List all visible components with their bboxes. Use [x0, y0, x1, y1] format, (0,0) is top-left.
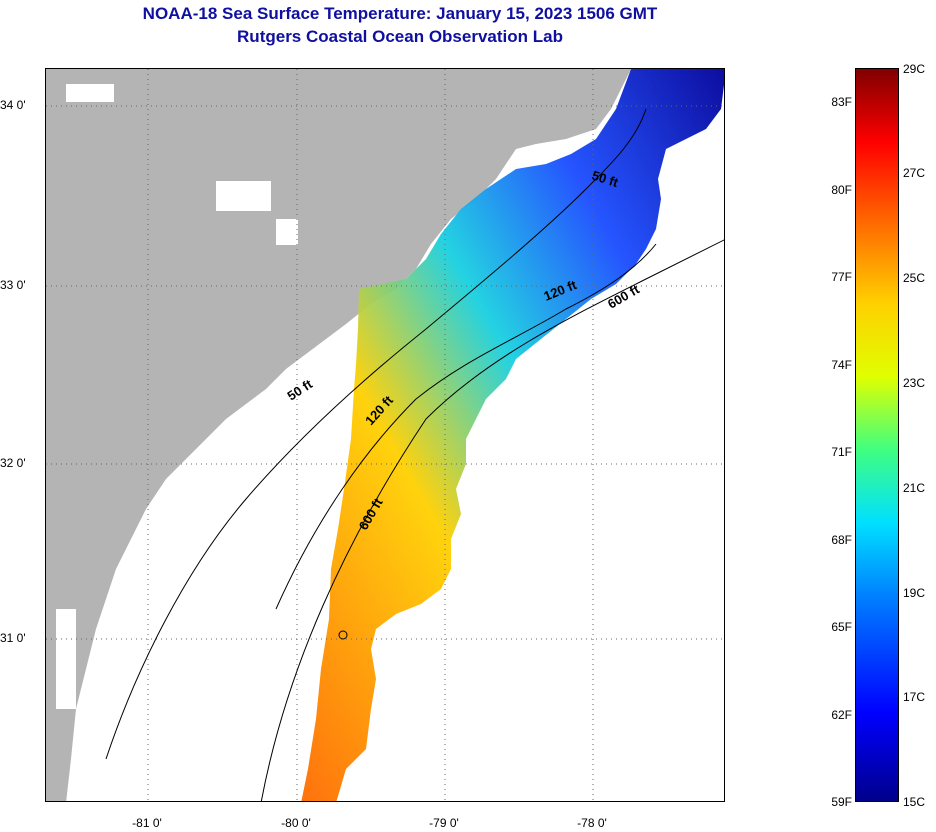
lon-label-79: -79 0': [429, 816, 459, 830]
cb-f-80: 80F: [831, 183, 852, 197]
cb-f-71: 71F: [831, 445, 852, 459]
cloud-patch: [66, 84, 114, 102]
map-subtitle: Rutgers Coastal Ocean Observation Lab: [237, 27, 563, 46]
land-area: [46, 69, 631, 801]
cb-f-74: 74F: [831, 358, 852, 372]
cloud-patch: [56, 609, 76, 709]
cb-c-25: 25C: [903, 271, 926, 285]
lat-label-31: 31 0': [0, 631, 26, 645]
contour-label: 50 ft: [284, 376, 315, 404]
colorbar-svg: [856, 69, 898, 801]
lat-label-33: 33 0': [0, 278, 26, 292]
isobath-600ft: [260, 239, 724, 801]
cb-f-68: 68F: [831, 533, 852, 547]
cb-f-59: 59F: [831, 795, 852, 809]
sst-map: 50 ft 120 ft 600 ft 50 ft 120 ft 600 ft: [45, 68, 725, 802]
isobaths: [105, 108, 724, 801]
cb-f-62: 62F: [831, 708, 852, 722]
lon-label-81: -81 0': [132, 816, 162, 830]
sst-swath: [301, 69, 724, 801]
map-title: NOAA-18 Sea Surface Temperature: January…: [142, 4, 658, 23]
cloud-patch: [276, 219, 298, 245]
cb-f-65: 65F: [831, 620, 852, 634]
cb-c-19: 19C: [903, 586, 926, 600]
isobath-120ft: [275, 243, 657, 610]
lon-label-78: -78 0': [577, 816, 607, 830]
graticule: [46, 69, 724, 801]
sst-map-svg: 50 ft 120 ft 600 ft 50 ft 120 ft 600 ft: [46, 69, 724, 801]
lat-label-32: 32 0': [0, 456, 26, 470]
cloud-patch: [216, 181, 271, 211]
station-marker: [338, 630, 348, 640]
lon-label-80: -80 0': [281, 816, 311, 830]
isobath-50ft: [105, 108, 647, 760]
cb-c-15: 15C: [903, 795, 926, 809]
colorbar: [855, 68, 899, 802]
cb-c-27: 27C: [903, 166, 926, 180]
cb-c-23: 23C: [903, 376, 926, 390]
cb-c-17: 17C: [903, 690, 926, 704]
cb-f-83: 83F: [831, 95, 852, 109]
lat-label-34: 34 0': [0, 98, 26, 112]
cb-f-77: 77F: [831, 270, 852, 284]
cb-c-29: 29C: [903, 62, 926, 76]
cb-c-21: 21C: [903, 481, 926, 495]
